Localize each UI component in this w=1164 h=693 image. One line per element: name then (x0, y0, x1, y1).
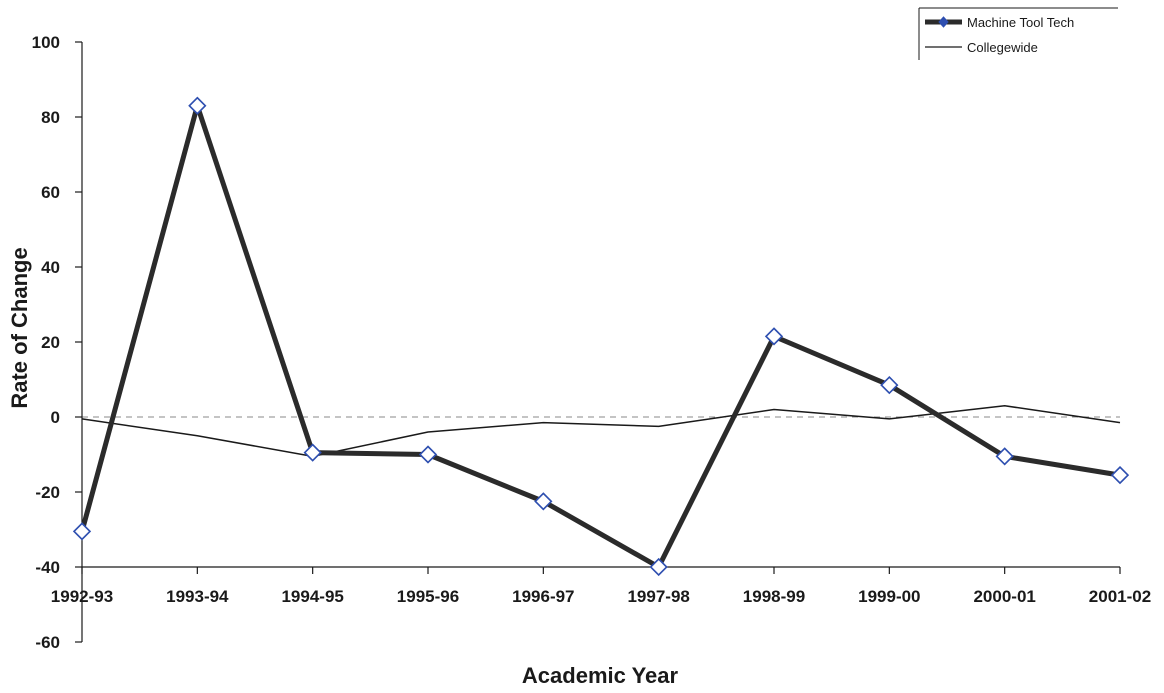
y-tick-label-20: -20 (35, 483, 60, 502)
point-machine-tool-tech-1996-97 (534, 492, 553, 511)
point-machine-tool-tech-1995-96 (418, 445, 438, 464)
y-tick-label-60: 60 (41, 183, 60, 202)
y-tick-label-0: 0 (51, 408, 60, 427)
x-tick-label-1997-98: 1997-98 (627, 587, 689, 606)
point-machine-tool-tech-1997-98 (649, 557, 668, 577)
y-tick-label-60: -60 (35, 633, 60, 652)
y-tick-label-20: 20 (41, 333, 60, 352)
x-tick-labels: 1992-93 1993-94 1994-95 1995-96 1996-97 1997-… (51, 587, 1151, 606)
legend: Machine Tool Tech Collegewide (918, 7, 1118, 60)
y-tick-label-80: 80 (41, 108, 60, 127)
x-tick-label-2000-01: 2000-01 (973, 587, 1035, 606)
x-tick-label-1998-99: 1998-99 (743, 587, 805, 606)
y-tick-labels: 100 80 60 40 20 0 -20 -40 -60 (32, 33, 60, 652)
x-tick-label-1999-00: 1999-00 (858, 587, 920, 606)
x-tick-label-2001-02: 2001-02 (1089, 587, 1151, 606)
series-line-machine-tool-tech (79, 103, 1123, 570)
legend-label-machine-tool-tech: Machine Tool Tech (967, 15, 1074, 30)
x-tick-label-1993-94: 1993-94 (166, 587, 229, 606)
x-tick-label-1995-96: 1995-96 (397, 587, 459, 606)
point-machine-tool-tech-1992-93 (72, 522, 92, 541)
legend-label-collegewide: Collegewide (967, 40, 1038, 55)
point-machine-tool-tech-2000-01 (995, 447, 1014, 466)
point-machine-tool-tech-2001-02 (1110, 465, 1130, 485)
point-machine-tool-tech-1999-00 (880, 375, 899, 395)
series-line-collegewide (81, 405, 1121, 458)
x-axis-title: Academic Year (522, 663, 679, 688)
y-axis-title: Rate of Change (7, 247, 32, 408)
legend-diamond-marker (938, 16, 949, 28)
point-machine-tool-tech-1994-95 (303, 443, 322, 462)
y-tick-label-40: 40 (41, 258, 60, 277)
x-tick-label-1992-93: 1992-93 (51, 587, 113, 606)
x-tick-label-1996-97: 1996-97 (512, 587, 574, 606)
series-layer (72, 96, 1130, 577)
point-machine-tool-tech-1993-94 (188, 96, 207, 115)
y-tick-label-40: -40 (35, 558, 60, 577)
point-machine-tool-tech-1998-99 (764, 327, 784, 346)
x-tick-label-1994-95: 1994-95 (281, 587, 343, 606)
axes (75, 41, 1121, 643)
y-tick-label-100: 100 (32, 33, 60, 52)
